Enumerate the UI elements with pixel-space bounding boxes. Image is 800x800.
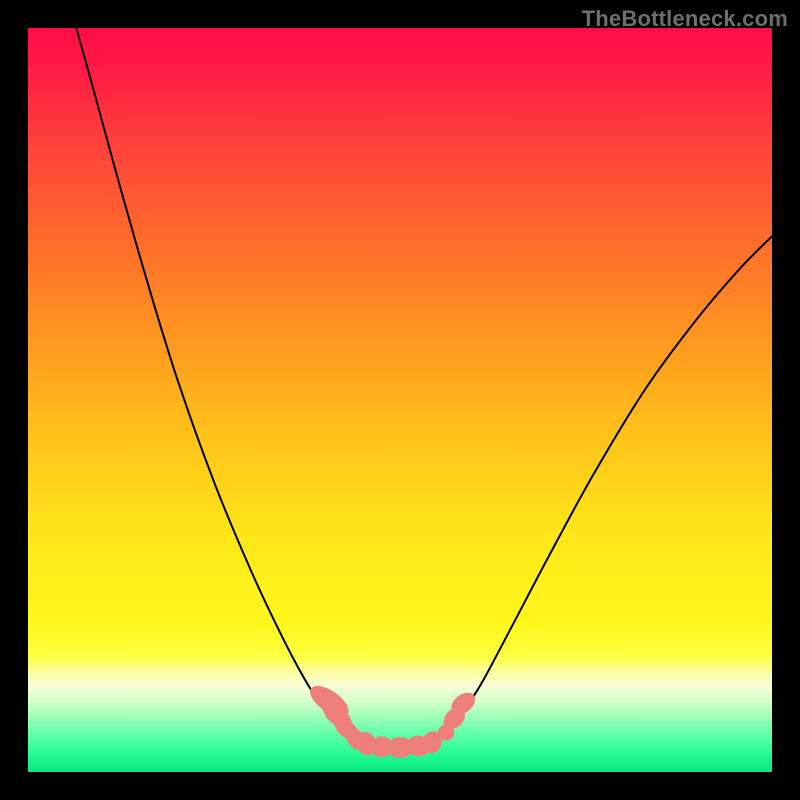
chart-frame: TheBottleneck.com bbox=[0, 0, 800, 800]
chart-svg bbox=[0, 0, 800, 800]
chart-canvas bbox=[0, 0, 800, 800]
watermark-text: TheBottleneck.com bbox=[582, 6, 788, 32]
